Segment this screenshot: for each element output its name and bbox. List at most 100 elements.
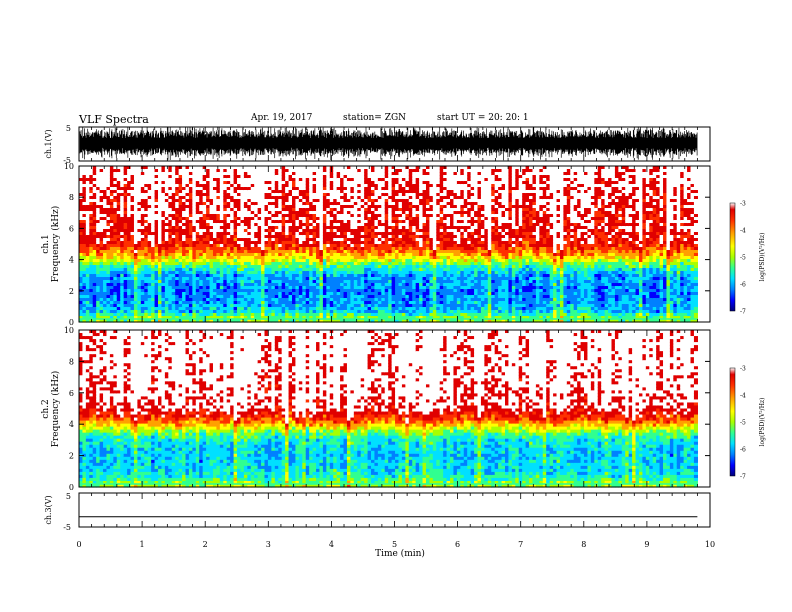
spec1-cell — [120, 220, 125, 224]
spec1-cell — [92, 181, 97, 185]
spec1-cell — [85, 265, 90, 269]
spec1-cell — [140, 307, 145, 311]
spec1-cell — [96, 319, 101, 323]
spec1-cell — [85, 241, 90, 245]
spec1-cell — [103, 292, 108, 296]
spec1-cell — [130, 262, 135, 266]
spec1-cell — [123, 307, 128, 311]
spec1-cell — [92, 247, 97, 251]
spec1-cell — [82, 238, 87, 242]
spec1-cell — [113, 220, 118, 224]
spec1-cell — [106, 307, 111, 311]
spec1-cell — [123, 208, 128, 212]
spec1-cell — [109, 298, 114, 302]
spec1-cell — [82, 226, 87, 230]
spec1-cell — [140, 265, 145, 269]
spec1-cell — [133, 211, 139, 215]
spec1-cell — [96, 292, 101, 296]
spec1-cell — [137, 223, 142, 227]
spec1-cell — [85, 313, 90, 317]
spec1-cell — [92, 214, 97, 218]
spec1-cell — [127, 286, 132, 290]
spec1-cell — [137, 271, 142, 275]
spec1-cell — [85, 250, 90, 254]
spec1-cell — [89, 307, 94, 311]
spec1-cell — [113, 208, 118, 212]
spec1-cell — [103, 277, 108, 281]
spec1-cell — [120, 214, 125, 218]
spec1-cell — [82, 310, 87, 314]
spec1-cell — [106, 295, 111, 299]
spec1-cell — [116, 190, 121, 194]
spec1-cell — [127, 247, 132, 251]
spec1-cell — [89, 229, 94, 233]
spec1-cell — [140, 199, 145, 203]
spec1-cell — [85, 223, 90, 227]
spec1-cell — [79, 211, 84, 215]
spec1-cell — [85, 286, 90, 290]
spec1-cell — [123, 211, 128, 215]
spec1-cell — [103, 196, 108, 200]
spec1-cell — [113, 199, 118, 203]
spec1-cell — [137, 220, 142, 224]
spec1-cell — [130, 256, 135, 260]
spec1-cell — [133, 277, 139, 281]
spec1-cell — [109, 262, 114, 266]
spec1-cell — [123, 238, 128, 242]
spec1-cell — [120, 211, 125, 215]
spec1-cell — [116, 226, 121, 230]
spec1-cell — [130, 268, 135, 272]
spec1-cell — [85, 196, 90, 200]
spec1-cell — [103, 319, 108, 323]
spec1-cell — [120, 301, 125, 305]
spec1-cell — [103, 304, 108, 308]
spec1-cell — [89, 202, 94, 206]
spec1-cell — [89, 235, 94, 239]
spec1-cell — [127, 214, 132, 218]
spec1-cell — [140, 169, 145, 173]
spec1-cell — [137, 190, 142, 194]
spec1-cell — [82, 178, 87, 182]
spec1-cell — [96, 184, 101, 188]
spec1-cell — [82, 211, 87, 215]
spec1-cell — [133, 184, 139, 188]
spec1-cell — [123, 316, 128, 320]
spec1-cell — [113, 238, 118, 242]
spec1-cell — [133, 268, 139, 272]
spec1-cell — [109, 319, 114, 323]
spec1-cell — [127, 211, 132, 215]
spec1-cell — [85, 271, 90, 275]
spec1-cell — [140, 274, 145, 278]
spec1-cell — [113, 247, 118, 251]
spec1-cell — [133, 286, 139, 290]
spec1-cell — [92, 208, 97, 212]
spec1-cell — [140, 304, 145, 308]
spec1-cell — [103, 220, 108, 224]
spec1-cell — [130, 289, 135, 293]
spec1-cell — [137, 229, 142, 233]
spec1-cell — [137, 283, 142, 287]
spec1-cell — [106, 274, 111, 278]
spec1-cell — [79, 292, 84, 296]
header-start-time: start UT = 20: 20: 1 — [437, 113, 529, 123]
spec1-cell — [89, 256, 94, 260]
spec1-cell — [96, 166, 101, 170]
spec1-cell — [92, 190, 97, 194]
spec1-cell — [99, 286, 104, 290]
spec1-cell — [106, 289, 111, 293]
spec1-cell — [113, 274, 118, 278]
spec1-cell — [113, 202, 118, 206]
spec1-cell — [116, 238, 121, 242]
spec1-cell — [99, 244, 104, 248]
spec1-cell — [92, 178, 97, 182]
spec1-cell — [144, 274, 149, 278]
spec1-cell — [116, 205, 121, 209]
spec1-cell — [140, 319, 145, 323]
spec1-cell — [127, 301, 132, 305]
spec1-cell — [89, 193, 94, 197]
spec1-cell — [133, 223, 139, 227]
spec1-cell — [99, 226, 104, 230]
spec1-cell — [123, 310, 128, 314]
spec1-cell — [116, 247, 121, 251]
spec1-cell — [130, 214, 135, 218]
